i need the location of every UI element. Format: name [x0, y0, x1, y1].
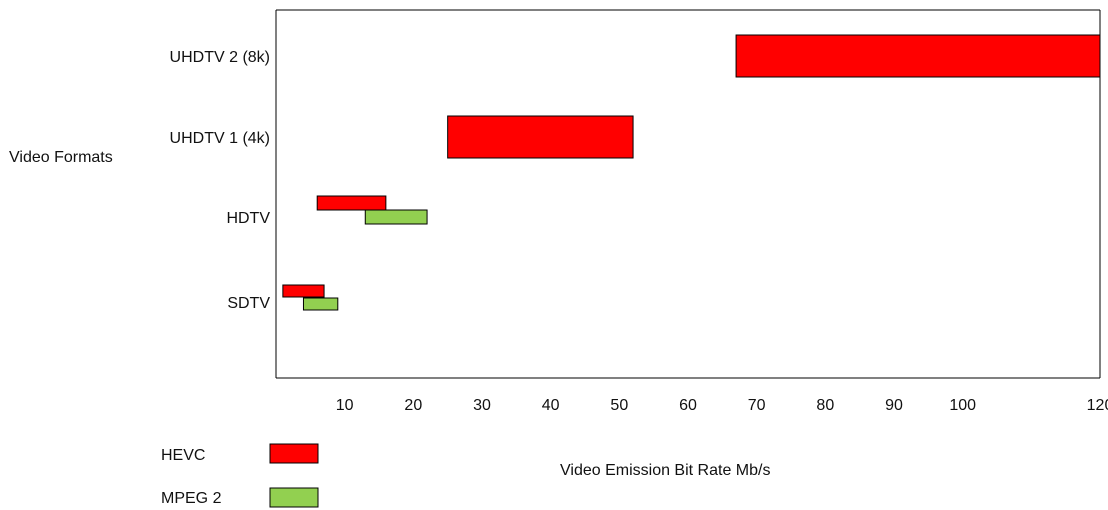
legend-swatch-hevc: [269, 443, 319, 464]
x-tick-labels: 10 20 30 40 50 60 70 80 90 100 120: [336, 397, 1108, 414]
y-axis-title: Video Formats: [9, 149, 113, 166]
category-label: HDTV: [226, 210, 270, 227]
category-label: UHDTV 1 (4k): [170, 130, 270, 147]
range-bar-hevc: [316, 195, 387, 211]
x-axis-title: Video Emission Bit Rate Mb/s: [560, 462, 770, 479]
range-bar-hevc: [282, 284, 325, 298]
x-tick-label: 80: [816, 397, 834, 414]
range-bars: [282, 34, 1101, 311]
x-tick-label: 120: [1087, 397, 1108, 414]
legend-label-mpeg2: MPEG 2: [161, 490, 222, 507]
x-tick-label: 50: [610, 397, 628, 414]
x-tick-label: 40: [542, 397, 560, 414]
x-tick-label: 70: [748, 397, 766, 414]
x-tick-label: 10: [336, 397, 354, 414]
category-labels: UHDTV 2 (8k) UHDTV 1 (4k) HDTV SDTV: [170, 49, 271, 312]
x-tick-label: 100: [949, 397, 976, 414]
range-bar-mpeg-2: [364, 209, 428, 225]
x-tick-label: 90: [885, 397, 903, 414]
category-label: UHDTV 2 (8k): [170, 49, 270, 66]
range-bar-mpeg-2: [302, 297, 339, 311]
x-tick-label: 30: [473, 397, 491, 414]
legend-swatch-mpeg2: [269, 487, 319, 508]
x-tick-label: 60: [679, 397, 697, 414]
range-bar-hevc: [447, 115, 634, 159]
category-label: SDTV: [227, 295, 270, 312]
range-bar-hevc: [735, 34, 1101, 78]
legend: HEVC MPEG 2: [161, 443, 319, 508]
x-tick-label: 20: [404, 397, 422, 414]
legend-label-hevc: HEVC: [161, 447, 205, 464]
